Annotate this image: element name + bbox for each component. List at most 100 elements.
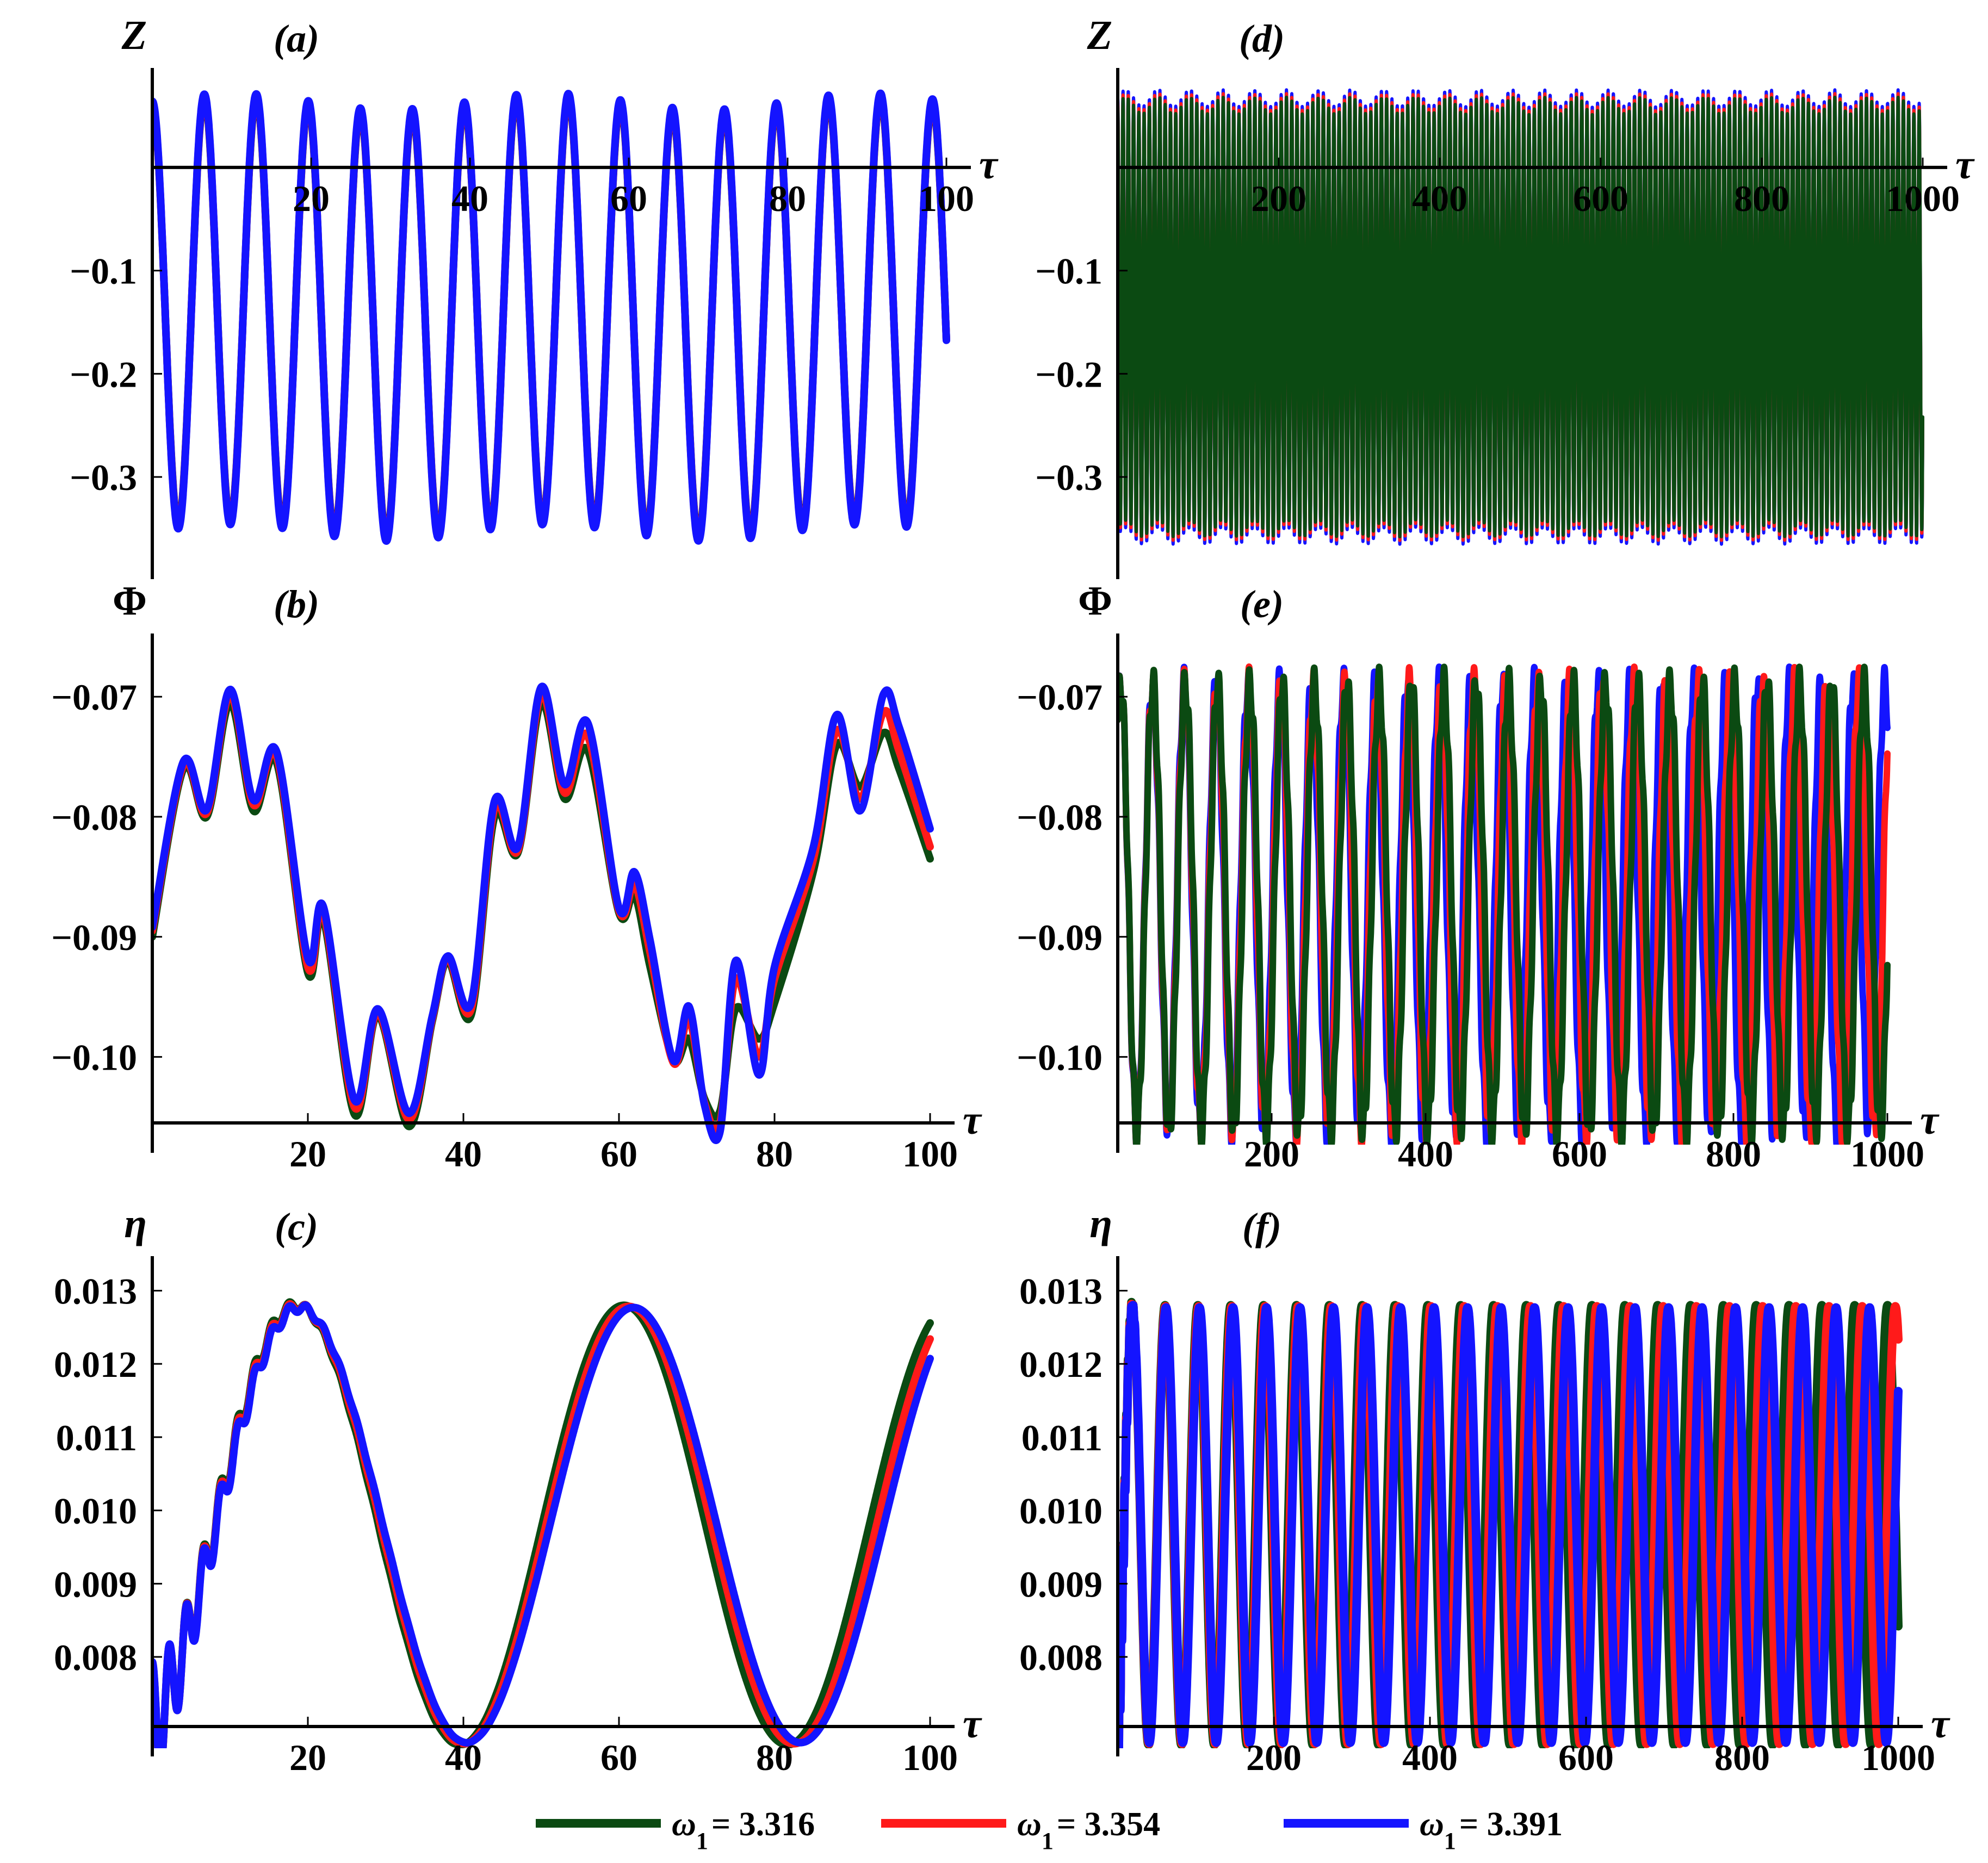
x-tick-label-e-3: 800 xyxy=(1706,1133,1761,1175)
y-tick-label-b-0: −0.07 xyxy=(51,676,137,718)
legend-label-2: ω1= 3.391 xyxy=(1420,1806,1563,1854)
x-tick-label-d-2: 600 xyxy=(1573,178,1628,219)
legend-value-0: = 3.316 xyxy=(711,1806,815,1843)
panel-label-b: (b) xyxy=(274,582,319,626)
y-tick-label-f-3: 0.011 xyxy=(1021,1417,1103,1458)
y-tick-label-b-2: −0.09 xyxy=(51,917,137,958)
legend-item-1: ω1= 3.354 xyxy=(881,1806,1160,1854)
y-axis-title-c: η xyxy=(124,1201,147,1246)
legend-item-0: ω1= 3.316 xyxy=(536,1806,815,1854)
x-tick-label-c-4: 100 xyxy=(902,1737,958,1778)
y-axis-title-b: Φ xyxy=(113,578,147,624)
y-tick-label-f-0: 0.008 xyxy=(1019,1637,1103,1678)
y-tick-label-d-0: −0.1 xyxy=(1035,251,1103,292)
x-tick-label-a-4: 100 xyxy=(919,178,974,219)
y-tick-label-a-0: −0.1 xyxy=(70,251,137,292)
x-tick-label-b-3: 80 xyxy=(756,1133,793,1175)
x-tick-label-d-1: 400 xyxy=(1412,178,1467,219)
series-group-a xyxy=(152,89,950,545)
y-tick-label-a-1: −0.2 xyxy=(70,353,137,395)
series-line-a-2 xyxy=(152,89,950,545)
legend-value-1: = 3.354 xyxy=(1057,1806,1160,1843)
series-group-b xyxy=(152,682,934,1144)
legend-symbol-0: ω xyxy=(672,1806,696,1843)
x-tick-label-a-2: 60 xyxy=(610,178,647,219)
x-tick-label-b-0: 20 xyxy=(289,1133,326,1175)
legend-symbol-2: ω xyxy=(1420,1806,1444,1843)
legend-subscript-1: 1 xyxy=(1042,1828,1054,1854)
x-tick-label-f-2: 600 xyxy=(1558,1737,1614,1778)
legend-subscript-2: 1 xyxy=(1444,1828,1456,1854)
x-axis-title-d: τ xyxy=(1955,142,1975,188)
y-tick-label-c-0: 0.008 xyxy=(54,1637,137,1678)
x-tick-label-e-0: 200 xyxy=(1244,1133,1299,1175)
legend: ω1= 3.316 ω1= 3.354 ω1= 3.391 xyxy=(536,1806,1563,1854)
y-tick-label-c-4: 0.012 xyxy=(54,1344,137,1385)
x-axis-title-a: τ xyxy=(979,142,999,188)
y-tick-label-d-2: −0.3 xyxy=(1035,457,1103,498)
x-tick-label-f-3: 800 xyxy=(1714,1737,1770,1778)
series-group-c xyxy=(152,1298,934,1748)
x-tick-label-c-0: 20 xyxy=(289,1737,326,1778)
x-axis-title-e: τ xyxy=(1920,1097,1940,1143)
x-tick-label-c-2: 60 xyxy=(600,1737,637,1778)
panel-b: 20 40 60 80 100 −0.07 −0.08 −0.09 −0.10 Φτ (b) xyxy=(51,578,982,1175)
x-tick-label-d-0: 200 xyxy=(1251,178,1306,219)
panels: 20 40 60 80 100 −0.1 −0.2 −0.3 Zτ (a) 20 40 60 80 100 −… xyxy=(51,13,1975,1778)
x-axis-title-c: τ xyxy=(963,1701,982,1747)
series-group-e xyxy=(1118,663,1891,1145)
y-axis-title-e: Φ xyxy=(1078,578,1112,624)
panel-label-e: (e) xyxy=(1240,582,1284,626)
y-tick-label-a-2: −0.3 xyxy=(70,457,137,498)
x-tick-label-b-2: 60 xyxy=(600,1133,637,1175)
series-group-d xyxy=(1118,88,1924,546)
panel-label-d: (d) xyxy=(1239,17,1285,60)
x-tick-label-b-4: 100 xyxy=(902,1133,958,1175)
x-tick-label-b-1: 40 xyxy=(445,1133,482,1175)
y-tick-label-e-2: −0.09 xyxy=(1017,917,1103,958)
x-tick-label-e-4: 1000 xyxy=(1850,1133,1924,1175)
panel-label-a: (a) xyxy=(274,17,319,60)
series-line-f-2 xyxy=(1118,1301,1903,1748)
y-tick-label-c-1: 0.009 xyxy=(54,1563,137,1605)
y-tick-label-c-3: 0.011 xyxy=(56,1417,137,1458)
y-axis-title-a: Z xyxy=(121,13,147,58)
x-axis-title-b: τ xyxy=(963,1097,982,1143)
series-line-e-2 xyxy=(1118,663,1891,1145)
y-tick-label-f-4: 0.012 xyxy=(1019,1344,1103,1385)
y-tick-label-b-3: −0.10 xyxy=(51,1037,137,1078)
panel-c: 20 40 60 80 100 0.008 0.009 0.010 0.011 0.012 0.01… xyxy=(54,1201,982,1778)
y-tick-label-e-3: −0.10 xyxy=(1017,1037,1103,1078)
panel-f: 200 400 600 800 1000 0.008 0.009 0.010 0.011 0.01… xyxy=(1019,1201,1950,1778)
y-axis-title-f: η xyxy=(1089,1201,1112,1246)
panel-e: 200 400 600 800 1000 −0.07 −0.08 −0.09 −0.10 Φτ (e… xyxy=(1017,578,1940,1175)
y-tick-label-d-1: −0.2 xyxy=(1035,353,1103,395)
series-line-b-2 xyxy=(152,682,934,1144)
y-tick-label-f-5: 0.013 xyxy=(1019,1270,1103,1312)
legend-item-2: ω1= 3.391 xyxy=(1284,1806,1563,1854)
y-tick-label-e-1: −0.08 xyxy=(1017,797,1103,838)
x-tick-label-a-3: 80 xyxy=(769,178,806,219)
panel-d: 200 400 600 800 1000 −0.1 −0.2 −0.3 Zτ (d) xyxy=(1035,13,1975,579)
x-tick-label-e-2: 600 xyxy=(1552,1133,1607,1175)
panel-label-c: (c) xyxy=(275,1205,318,1249)
x-tick-label-d-4: 1000 xyxy=(1886,178,1960,219)
x-tick-label-f-0: 200 xyxy=(1246,1737,1302,1778)
legend-value-2: = 3.391 xyxy=(1459,1806,1563,1843)
x-tick-label-c-1: 40 xyxy=(445,1737,482,1778)
y-tick-label-e-0: −0.07 xyxy=(1017,676,1103,718)
x-tick-label-a-1: 40 xyxy=(451,178,488,219)
legend-symbol-1: ω xyxy=(1017,1806,1042,1843)
x-tick-label-c-3: 80 xyxy=(756,1737,793,1778)
y-tick-label-f-2: 0.010 xyxy=(1019,1491,1103,1532)
x-tick-label-e-1: 400 xyxy=(1398,1133,1453,1175)
x-tick-label-a-0: 20 xyxy=(293,178,330,219)
y-tick-label-f-1: 0.009 xyxy=(1019,1563,1103,1605)
y-tick-label-b-1: −0.08 xyxy=(51,797,137,838)
x-tick-label-d-3: 800 xyxy=(1734,178,1789,219)
legend-label-1: ω1= 3.354 xyxy=(1017,1806,1160,1854)
y-axis-title-d: Z xyxy=(1087,13,1112,58)
x-tick-label-f-1: 400 xyxy=(1402,1737,1458,1778)
y-tick-label-c-2: 0.010 xyxy=(54,1491,137,1532)
x-axis-title-f: τ xyxy=(1931,1701,1950,1747)
